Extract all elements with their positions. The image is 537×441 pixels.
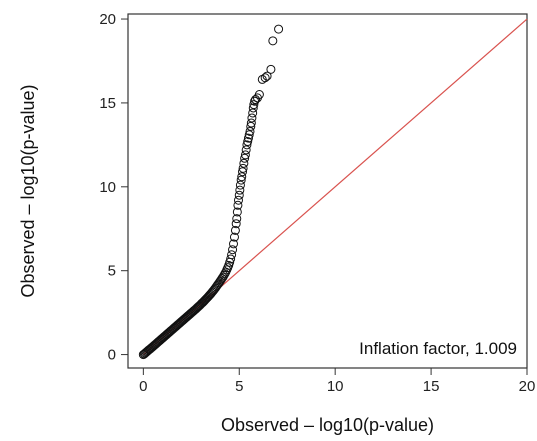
data-point <box>260 73 270 83</box>
plot-frame <box>127 13 528 369</box>
data-point <box>233 200 243 210</box>
data-point <box>229 232 239 242</box>
x-tick-label: 20 <box>519 378 536 395</box>
y-tick-label: 10 <box>99 179 116 196</box>
data-point <box>241 145 251 155</box>
data-point <box>250 96 260 106</box>
data-points <box>138 24 284 360</box>
data-point <box>257 74 267 84</box>
data-point <box>240 150 250 160</box>
data-point <box>244 130 254 140</box>
y-tick-label: 15 <box>99 95 116 112</box>
data-point <box>235 180 245 190</box>
y-axis: 0 5 10 15 20 <box>99 11 128 364</box>
data-point <box>230 225 240 235</box>
data-point <box>247 113 257 123</box>
data-point <box>235 185 245 195</box>
data-point <box>227 250 237 260</box>
data-point <box>248 103 258 113</box>
data-point <box>237 172 247 182</box>
data-point <box>243 133 253 143</box>
x-tick-label: 10 <box>327 378 344 395</box>
data-point <box>254 90 264 100</box>
y-tick-label: 0 <box>108 347 116 364</box>
data-point <box>246 118 256 128</box>
data-point <box>262 71 272 81</box>
data-point <box>232 214 242 224</box>
data-point <box>217 273 227 283</box>
data-point <box>248 108 258 118</box>
y-tick-label: 5 <box>108 263 116 280</box>
x-axis-label: Observed – log10(p-value) <box>221 415 434 435</box>
inflation-annotation: Inflation factor, 1.009 <box>359 339 517 358</box>
x-tick-label: 5 <box>235 378 243 395</box>
data-point <box>238 163 248 173</box>
data-point <box>238 167 248 177</box>
data-point <box>226 254 236 264</box>
y-tick-label: 20 <box>99 11 116 28</box>
x-axis: 0 5 10 15 20 <box>139 368 535 395</box>
data-point <box>231 219 241 229</box>
data-point <box>249 100 259 110</box>
y-axis-label: Observed – log10(p-value) <box>18 84 38 297</box>
data-point <box>233 195 243 205</box>
data-point <box>228 245 238 255</box>
x-tick-label: 0 <box>139 378 147 395</box>
data-point <box>268 36 278 46</box>
data-point <box>245 126 255 136</box>
data-point <box>232 207 242 217</box>
data-point <box>234 190 244 200</box>
data-point <box>266 64 276 74</box>
data-point <box>236 175 246 185</box>
data-point <box>246 121 256 131</box>
data-point <box>274 24 284 34</box>
x-tick-label: 15 <box>423 378 440 395</box>
data-point <box>243 137 253 147</box>
data-point <box>242 140 252 150</box>
data-point <box>229 239 238 249</box>
data-point <box>239 158 249 168</box>
data-point <box>240 153 250 163</box>
